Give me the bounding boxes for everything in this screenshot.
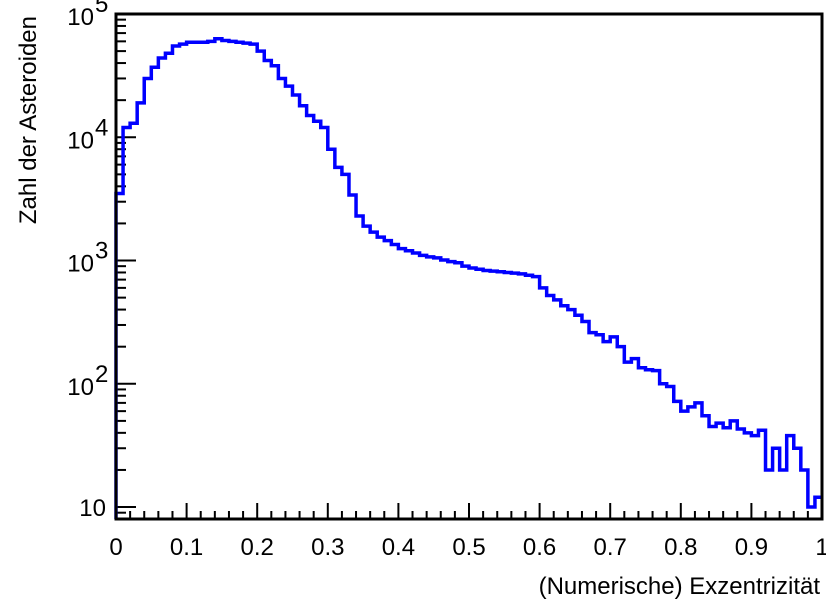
x-tick-label: 0.3 [311, 534, 344, 561]
y-axis-title: Zahl der Asteroiden [15, 16, 42, 224]
y-tick-label-exponent: 3 [95, 238, 108, 265]
x-tick-label: 0.6 [523, 534, 556, 561]
plot-frame [114, 12, 824, 521]
x-tick-label: 1 [815, 534, 826, 561]
x-tick-label: 0.5 [452, 534, 485, 561]
histogram-series-line [114, 36, 822, 519]
y-tick-label: 10 [79, 495, 106, 522]
x-tick-label: 0 [109, 534, 122, 561]
x-tick-label: 0.2 [241, 534, 274, 561]
x-tick-label: 0.8 [664, 534, 697, 561]
y-tick-label-exponent: 2 [95, 361, 108, 388]
y-tick-label: 10 [67, 251, 94, 278]
x-axis-title: (Numerische) Exzentrizität [539, 573, 821, 600]
x-tick-label: 0.7 [594, 534, 627, 561]
y-tick-label: 10 [67, 4, 94, 31]
y-tick-label: 10 [67, 374, 94, 401]
y-tick-label: 10 [67, 127, 94, 154]
y-tick-label-exponent: 5 [95, 0, 108, 18]
x-tick-label: 0.9 [735, 534, 768, 561]
x-tick-labels: 0 0.1 0.2 0.3 0.4 0.5 0.6 0.7 0.8 0.9 1 [109, 534, 826, 561]
x-tick-label: 0.1 [170, 534, 203, 561]
y-tick-label-exponent: 4 [95, 114, 108, 141]
x-tick-label: 0.4 [382, 534, 415, 561]
